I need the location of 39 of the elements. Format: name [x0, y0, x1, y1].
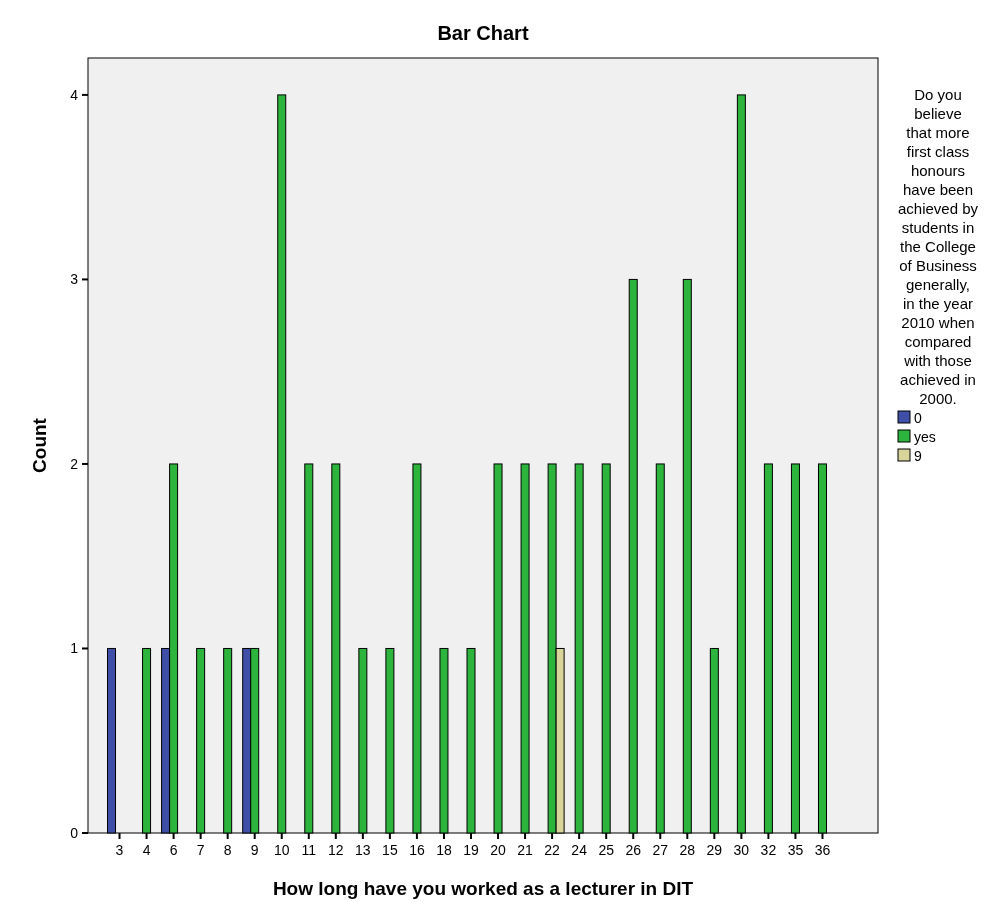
x-tick-label: 16 [409, 842, 425, 858]
y-tick-label: 2 [70, 455, 79, 472]
x-tick-label: 13 [355, 842, 371, 858]
x-tick-label: 22 [544, 842, 561, 858]
x-tick-label: 21 [517, 842, 534, 858]
x-tick-label: 20 [490, 842, 507, 858]
y-tick-label: 1 [70, 640, 79, 657]
y-axis-title: Count [29, 417, 50, 473]
x-tick-label: 9 [250, 842, 259, 858]
x-tick-label: 18 [436, 842, 452, 858]
legend-label: 0 [914, 410, 922, 426]
legend-label: yes [914, 429, 936, 445]
x-tick-label: 32 [760, 842, 777, 858]
x-tick-label: 10 [273, 842, 290, 858]
x-tick-label: 35 [787, 842, 804, 858]
x-tick-label: 27 [652, 842, 669, 858]
y-tick-label: 3 [70, 271, 79, 288]
x-tick-label: 36 [814, 842, 831, 858]
x-tick-label: 8 [223, 842, 232, 858]
chart-title: Bar Chart [437, 22, 529, 44]
x-tick-label: 4 [142, 842, 151, 858]
x-tick-label: 19 [463, 842, 479, 858]
x-tick-label: 30 [733, 842, 750, 858]
x-tick-label: 12 [328, 842, 344, 858]
text: Do you believe that more first class honours have been achieved by students in the College of Business generally, in the year 2010 when compared with those achieved in 2000. [897, 86, 979, 407]
x-axis-title: How long have you worked as a lecturer in DIT [272, 878, 694, 899]
y-tick-label: 0 [70, 825, 79, 841]
x-tick-label: 7 [196, 842, 205, 858]
x-tick-label: 26 [625, 842, 642, 858]
x-tick-label: 6 [169, 842, 178, 858]
x-tick-label: 11 [301, 842, 317, 858]
x-tick-label: 3 [115, 842, 124, 858]
x-tick-label: 15 [382, 842, 398, 858]
x-tick-label: 24 [571, 842, 588, 858]
x-tick-label: 25 [598, 842, 615, 858]
y-tick-label: 4 [70, 86, 79, 103]
x-tick-label: 28 [679, 842, 696, 858]
legend-label: 9 [914, 448, 922, 464]
x-tick-label: 29 [706, 842, 723, 858]
